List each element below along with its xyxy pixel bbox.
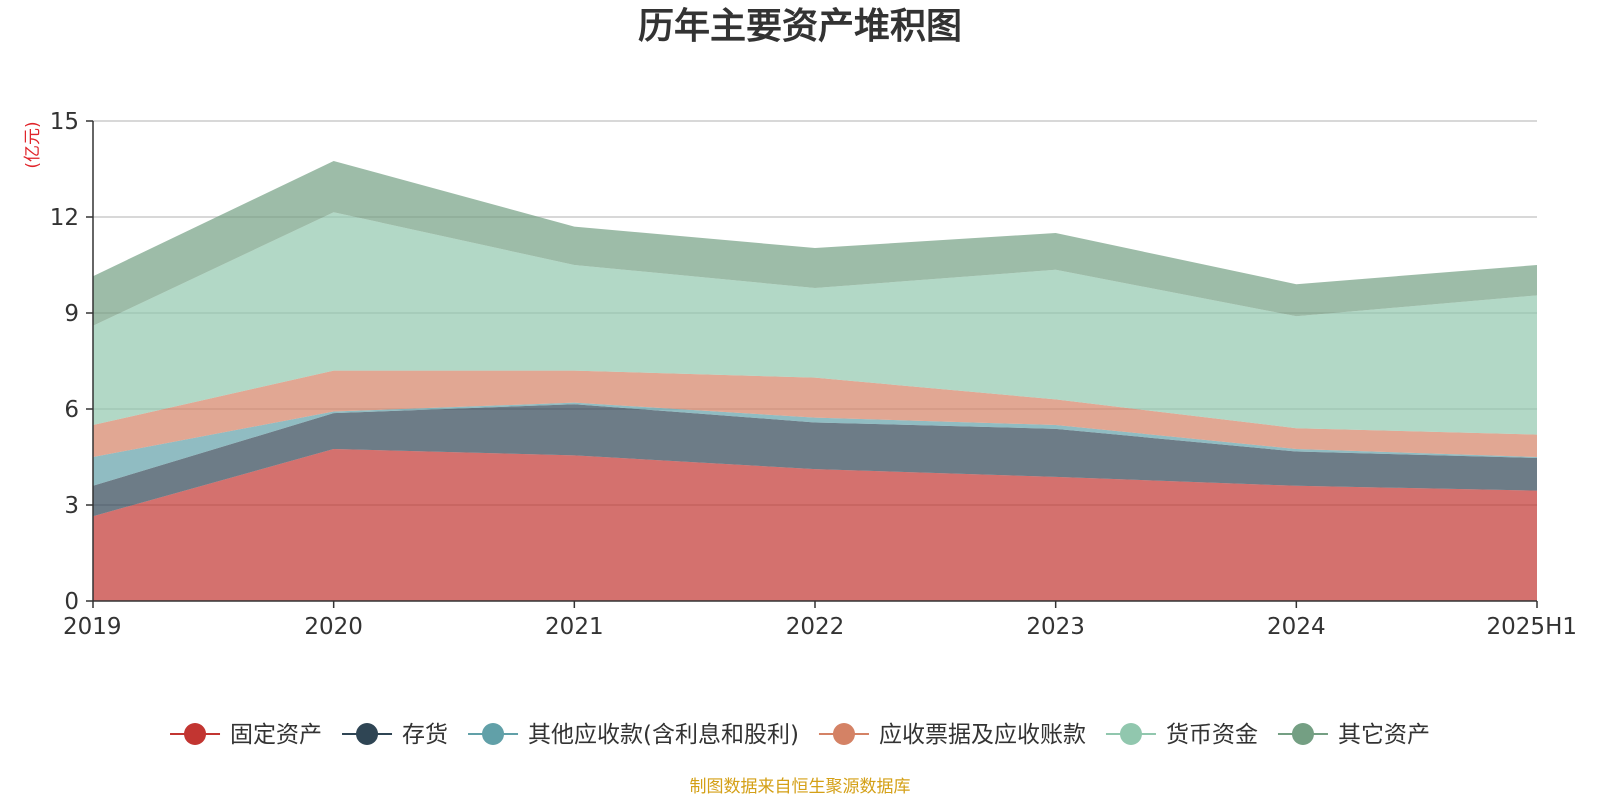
- x-tick-label: 2025H1: [1487, 614, 1577, 640]
- legend-item[interactable]: 应收票据及应收账款: [818, 722, 1086, 748]
- area-series: [93, 370, 1537, 457]
- x-tick-label: 2019: [63, 614, 122, 640]
- legend-marker-icon: [356, 723, 379, 745]
- area-series: [93, 402, 1537, 486]
- legend-item[interactable]: 其他应收款(含利息和股利): [468, 722, 799, 748]
- x-tick-label: 2024: [1267, 614, 1326, 640]
- x-tick-label: 2022: [786, 614, 845, 640]
- legend-marker-icon: [1291, 723, 1314, 745]
- source-note: 制图数据来自恒生聚源数据库: [690, 777, 911, 797]
- area-series: [93, 212, 1537, 435]
- legend-item[interactable]: 其它资产: [1277, 722, 1430, 748]
- axes: 0 3 6 9 12 15 2019 2020 2021 2022 2023 2024 2025H1: [50, 109, 1577, 640]
- legend-label: 应收票据及应收账款: [879, 722, 1086, 748]
- legend-marker-icon: [482, 723, 505, 745]
- area-series: [93, 404, 1537, 517]
- legend: 固定资产 存货 其他应收款(含利息和股利) 应收票据及应收账款 货币资金 其它资产: [170, 722, 1430, 748]
- legend-item[interactable]: 存货: [342, 722, 448, 748]
- legend-label: 其它资产: [1338, 722, 1430, 748]
- legend-marker-icon: [832, 723, 855, 745]
- y-tick-label: 12: [50, 205, 79, 231]
- legend-marker-icon: [1119, 723, 1142, 745]
- area-series: [93, 449, 1537, 601]
- x-tick-label: 2021: [545, 614, 604, 640]
- chart-title: 历年主要资产堆积图: [638, 6, 962, 47]
- legend-label: 存货: [402, 722, 448, 748]
- legend-item[interactable]: 货币资金: [1105, 722, 1258, 748]
- area-series-group: [93, 161, 1537, 601]
- y-tick-label: 6: [64, 397, 79, 423]
- legend-label: 固定资产: [230, 722, 322, 748]
- legend-label: 其他应收款(含利息和股利): [528, 722, 799, 748]
- y-tick-label: 0: [64, 589, 79, 615]
- y-tick-label: 9: [64, 301, 79, 327]
- legend-marker-icon: [184, 723, 207, 745]
- legend-label: 货币资金: [1166, 722, 1258, 748]
- legend-item[interactable]: 固定资产: [170, 722, 322, 748]
- y-axis-unit-label: (亿元): [23, 121, 43, 168]
- x-tick-label: 2020: [304, 614, 363, 640]
- x-tick-label: 2023: [1026, 614, 1085, 640]
- y-tick-label: 3: [64, 493, 79, 519]
- area-series: [93, 161, 1537, 326]
- y-tick-label: 15: [50, 109, 79, 135]
